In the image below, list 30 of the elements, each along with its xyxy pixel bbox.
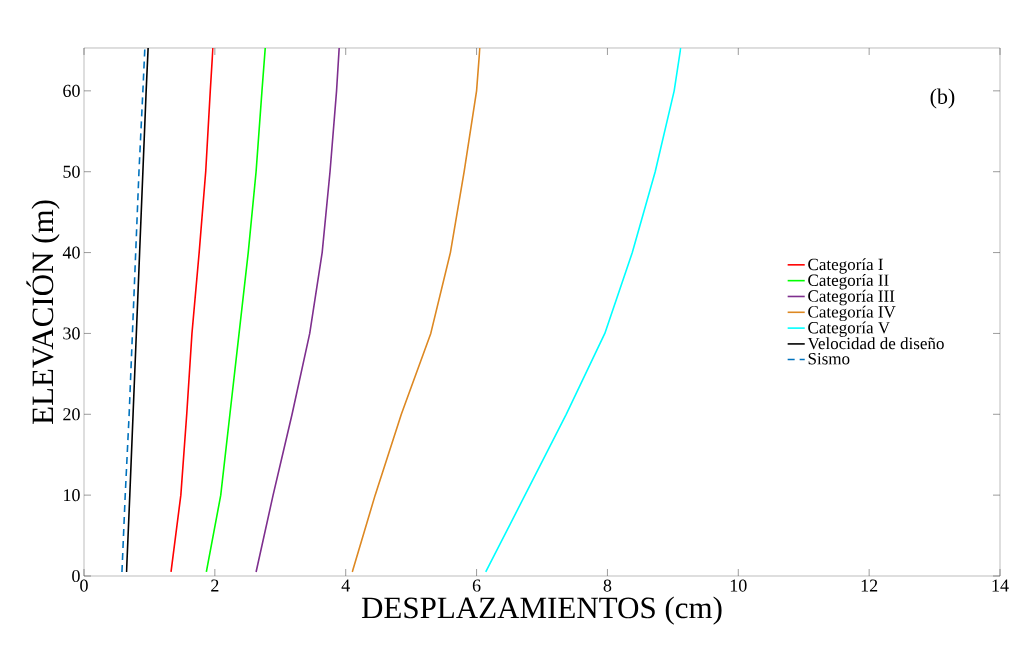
y-tick-label: 10 (64, 489, 80, 502)
x-tick-label: 10 (730, 579, 747, 592)
line-series (351, 48, 481, 573)
line-series (170, 48, 214, 573)
x-tick-label: 6 (472, 579, 481, 592)
x-tick-label: 12 (861, 579, 878, 592)
legend-label: Velocidad de diseño (807, 337, 944, 350)
legend-label: Categoría III (808, 289, 895, 306)
y-tick-label: 0 (72, 569, 80, 583)
line-series (484, 48, 682, 573)
x-tick-label: 0 (80, 579, 88, 592)
x-tick-label: 2 (211, 579, 219, 592)
legend-label: Categoría V (808, 321, 890, 337)
x-tick-label: 14 (992, 579, 1009, 592)
y-tick-label: 20 (63, 408, 80, 421)
legend-label: Categoría II (808, 273, 889, 290)
x-tick-label: 4 (341, 579, 350, 592)
line-series (255, 48, 340, 573)
y-tick-label: 50 (63, 165, 80, 178)
y-tick-label: 60 (63, 84, 80, 97)
x-tick-label: 8 (603, 579, 612, 592)
legend-label: Categoría IV (808, 305, 896, 322)
x-axis-title: DESPLAZAMIENTOS (cm) (361, 596, 722, 625)
legend-label: Sismo (808, 353, 850, 365)
y-tick-label: 30 (63, 327, 80, 340)
annotation: (b) (930, 88, 955, 109)
y-axis-title: ELEVACIÓN (m) (26, 200, 60, 425)
y-tick-label: 40 (62, 246, 80, 259)
legend-label: Categoría I (808, 258, 883, 274)
line-series (205, 48, 267, 573)
